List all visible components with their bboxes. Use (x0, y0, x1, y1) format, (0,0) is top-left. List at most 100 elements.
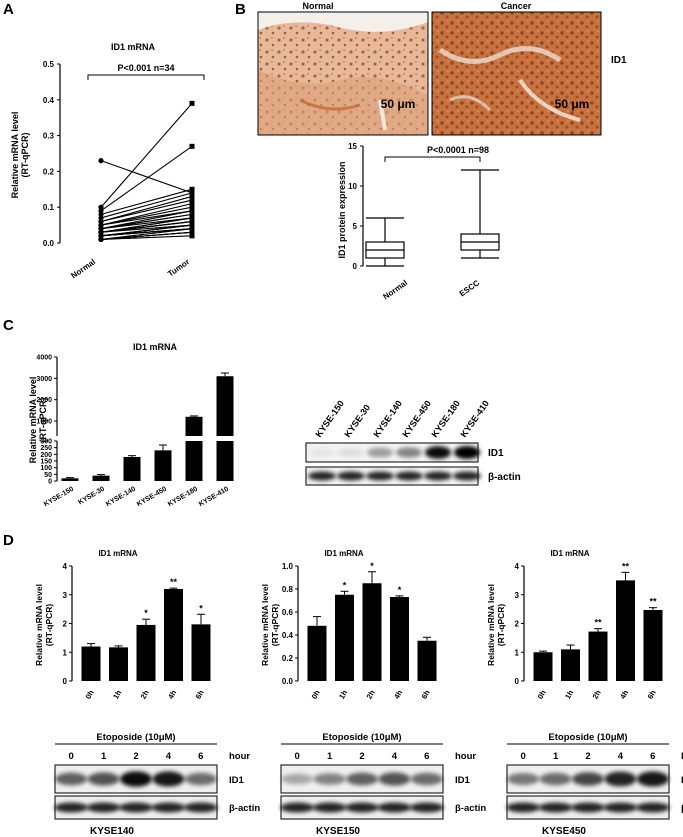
panel-a-point-normal (98, 204, 104, 210)
blot-d-lane-label: 2 (133, 751, 138, 762)
panel-d-xtick-label: 2h (139, 688, 151, 700)
blot-c-id1-band (309, 448, 335, 457)
blot-c-actin-band (395, 471, 423, 481)
panel-c-bar-lower (185, 441, 203, 481)
panel-a-point-tumor (189, 197, 195, 203)
panel-a-ytick-label: 0.1 (43, 203, 55, 212)
panel-c-ytick-label: 1000 (36, 419, 52, 426)
panel-d-xtick-label: 1h (563, 688, 575, 700)
panel-a-point-normal (98, 158, 104, 164)
panel-c-ytick-label: 3000 (36, 376, 52, 383)
panel-d-ytick-label: 3 (63, 591, 68, 600)
blot-d-lane-label: 0 (69, 751, 74, 762)
panel-d-bar (109, 647, 128, 681)
panel-c-bar-upper (185, 416, 203, 436)
blot-d-lane-label: 6 (424, 751, 429, 762)
blot-d-actin-band (506, 802, 541, 813)
panel-a-point-normal (98, 218, 104, 225)
panel-a-point-normal (98, 215, 104, 221)
scale-label-cancer: 50 μm (555, 97, 590, 111)
panel-d-bar (417, 640, 437, 681)
panel-a-pair-line (100, 103, 193, 208)
blot-c-id1-bands (309, 446, 480, 459)
panel-d-bar (643, 609, 663, 681)
panel-d-xtick-label: 1h (337, 688, 349, 700)
scale-bar-normal: 50 μm (381, 97, 416, 111)
panel-a-point-tumor (189, 233, 195, 239)
blot-d-lane-label: 4 (166, 751, 172, 762)
panel-a-ylabel-2: (RT-qPCR) (20, 133, 30, 178)
panel-d-ytick-label: 0.2 (282, 654, 294, 663)
panel-d-title: ID1 mRNA (98, 549, 137, 558)
blot-c-lane-label: KYSE-180 (429, 399, 462, 440)
panel-d-ylabel-1: Relative mRNA level (260, 584, 270, 666)
blot-d-lane-label: 2 (585, 751, 590, 762)
panel-d-significance: ** (170, 577, 178, 587)
panel-a-point-normal (98, 211, 104, 217)
panel-c-ylabel-1: Relative mRNA level (28, 377, 38, 464)
blot-c-actin-band (337, 471, 365, 481)
panel-a-pair-line (100, 228, 193, 240)
blot-d-lane-label: 0 (295, 751, 300, 762)
panel-d-bar (390, 597, 409, 681)
panel-a-pair-line (100, 217, 193, 230)
panel-a-yticks: 0.0 0.1 0.2 0.3 0.4 0.5 (43, 60, 60, 248)
panel-d-bar (164, 589, 183, 681)
panel-d-significance: ** (622, 561, 630, 571)
blot-c-id1-band (454, 446, 480, 459)
blot-c-lane-label: KYSE-410 (458, 399, 491, 440)
blot-c-actin-band (308, 471, 336, 481)
blot-d-hour-label: hour (229, 751, 250, 762)
panel-d-significance: * (343, 580, 347, 590)
blot-d-header: Etoposide (10μM) (548, 732, 627, 743)
panel-d-ytick-label: 0.4 (282, 631, 294, 640)
panel-a-pair-line (100, 213, 193, 230)
panel-b-boxes (365, 169, 500, 267)
panel-a-title: ID1 mRNA (111, 42, 156, 52)
blot-d-actin-band (635, 802, 670, 813)
panel-a-pair-line (100, 210, 193, 226)
panel-a-point-tumor (189, 229, 195, 235)
blot-d-id1-band (313, 773, 346, 785)
blot-d-actin-band (119, 802, 153, 813)
blot-d-actin-band (377, 802, 412, 813)
blot-d-lane-label: 6 (198, 751, 203, 762)
panel-a-ytick-label: 0.4 (43, 96, 55, 105)
panel-b-yticks: 0 5 10 15 (348, 142, 363, 271)
panel-a-pair-line (100, 206, 193, 226)
panel-a-point-tumor (189, 222, 195, 228)
blot-d-label-actin: β-actin (229, 803, 260, 814)
scale-bar-cancer: 50 μm (555, 97, 590, 111)
blot-d-actin-band (151, 802, 186, 813)
panel-d-title: ID1 mRNA (550, 549, 589, 558)
panel-d-ylabel-2: (RT-qPCR) (44, 604, 54, 647)
panel-c-chart: ID1 mRNA Relative mRNA level (RT-qPCR) 0… (28, 342, 234, 508)
panel-c-bar-lower (216, 441, 234, 481)
blot-c-lane-label: KYSE-450 (400, 399, 433, 440)
panel-d-ytick-label: 0.0 (282, 677, 294, 686)
panel-b-xtick-escc: ESCC (458, 278, 482, 298)
panel-a-point-normal (98, 236, 104, 243)
panel-a-ytick-label: 0.2 (43, 167, 55, 176)
blot-d-lane-label: 4 (618, 751, 624, 762)
panel-c-ytick-label: 4000 (36, 355, 52, 362)
panel-d-ytick-label: 2 (63, 620, 68, 629)
blot-d-id1-band (184, 772, 217, 786)
panel-a-point-tumor (189, 215, 195, 221)
blot-d-label-id1: ID1 (229, 775, 245, 786)
blot-d-actin-band (280, 802, 315, 813)
panel-d-ylabel-2: (RT-qPCR) (270, 604, 280, 647)
panel-c-ytick-label: 250 (40, 445, 52, 452)
panel-c-bar-upper (216, 376, 234, 436)
panel-d-significance: * (199, 603, 203, 613)
blot-d-lane-label: 1 (553, 751, 559, 762)
panel-b: Normal Cancer 50 μm 50 μm ID1 I (257, 1, 627, 301)
blot-c-lane-label: KYSE-150 (313, 399, 346, 440)
panel-a-point-tumor (189, 186, 195, 192)
panel-a-stat: P<0.001 n=34 (117, 63, 174, 73)
panel-d-bar (561, 649, 580, 681)
panel-d-bar (191, 624, 211, 681)
panel-d-bar (616, 580, 635, 681)
panel-a-ylabel-1: Relative mRNA level (10, 112, 20, 199)
blot-d-actin-band (183, 802, 218, 813)
